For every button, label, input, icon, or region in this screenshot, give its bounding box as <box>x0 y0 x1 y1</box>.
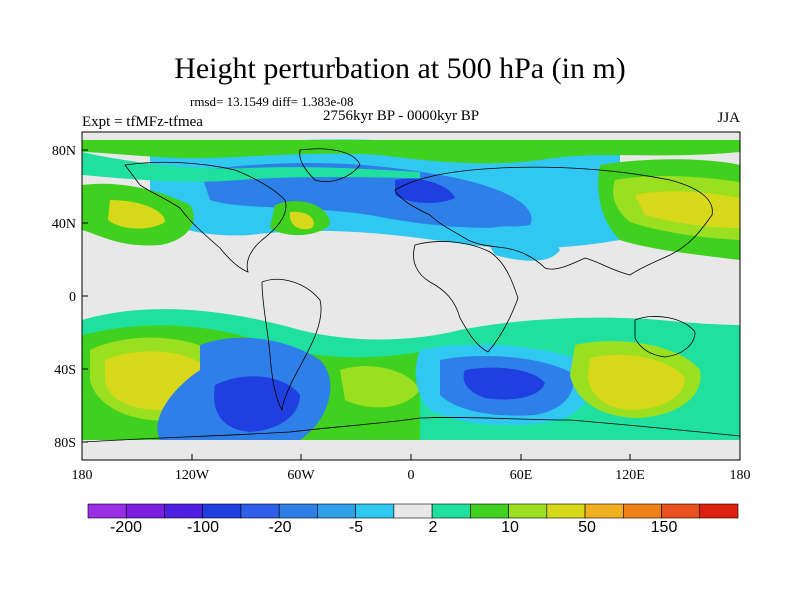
tropical-negative-blob <box>480 226 560 261</box>
colorbar <box>87 503 739 519</box>
season-label: JJA <box>717 110 740 126</box>
north-negative-core <box>200 163 532 228</box>
lon-tick-label: 180 <box>730 468 751 483</box>
colorbar-box <box>431 503 471 519</box>
latitude-axis: 80N 40N 0 40S 80S <box>52 144 88 451</box>
colorbar-label: -200 <box>110 519 142 536</box>
south-indian-positive-core <box>588 354 685 410</box>
eurasia-coast <box>394 166 713 276</box>
australia-coast <box>634 316 696 358</box>
greenland-coast <box>299 148 361 182</box>
colorbar-box <box>661 503 701 519</box>
antarctica-coast <box>82 417 740 443</box>
south-america-coast <box>261 278 322 412</box>
coastlines <box>82 148 740 443</box>
lat-tick-label: 40N <box>52 217 76 232</box>
lon-tick-label: 120E <box>615 468 645 483</box>
colorbar-box <box>622 503 662 519</box>
lat-tick-label: 40S <box>54 363 76 378</box>
colorbar-label: 50 <box>578 519 596 536</box>
colorbar-labels: -200 -100 -20 -5 2 10 50 150 <box>110 519 677 536</box>
colorbar-box <box>240 503 280 519</box>
lon-tick-label: 60W <box>287 468 315 483</box>
colorbar-box <box>699 503 739 519</box>
rmsd-diff-stats: rmsd= 13.1549 diff= 1.383e-08 <box>190 94 354 109</box>
europe-negative-core <box>395 178 455 203</box>
lat-tick-label: 0 <box>69 290 76 305</box>
arctic-positive-inner <box>82 152 420 182</box>
south-atlantic-positive <box>340 366 420 408</box>
north-atlantic-positive-core <box>289 211 314 230</box>
indian-ocean-negative-core <box>463 367 545 400</box>
time-period-label: 2756kyr BP - 0000kyr BP <box>323 108 480 124</box>
colorbar-box <box>125 503 165 519</box>
arctic-positive-band <box>82 140 740 164</box>
colorbar-label: -20 <box>268 519 291 536</box>
colorbar-box <box>355 503 395 519</box>
contour-field <box>82 132 740 460</box>
colorbar-box <box>470 503 509 519</box>
africa-coast <box>413 241 519 353</box>
colorbar-box <box>508 503 548 519</box>
lon-tick-label: 120W <box>175 468 210 483</box>
colorbar-label: 150 <box>651 519 678 536</box>
colorbar-box <box>546 503 586 519</box>
lon-tick-label: 60E <box>510 468 533 483</box>
south-pacific-negative-core <box>214 376 300 432</box>
colorbar-box <box>317 503 356 519</box>
north-pacific-positive-core <box>108 200 165 229</box>
colorbar-label: -5 <box>349 519 363 536</box>
lon-tick-label: 180 <box>72 468 93 483</box>
antarctic-zone <box>82 440 740 460</box>
map-title: Height perturbation at 500 hPa (in m) <box>174 52 626 85</box>
colorbar-box <box>202 503 242 519</box>
colorbar-box <box>278 503 318 519</box>
lon-tick-label: 0 <box>408 468 415 483</box>
colorbar-label: 10 <box>501 519 519 536</box>
east-asia-positive-core <box>635 191 740 228</box>
colorbar-box <box>584 503 624 519</box>
colorbar-label: -100 <box>187 519 219 536</box>
colorbar-box <box>87 503 127 519</box>
lat-tick-label: 80S <box>54 436 76 451</box>
experiment-label: Expt = tfMFz-tfmea <box>82 114 203 130</box>
colorbar-box <box>393 503 433 519</box>
colorbar-box <box>164 503 204 519</box>
colorbar-label: 2 <box>429 519 438 536</box>
longitude-axis: 180 120W 60W 0 60E 120E 180 <box>72 454 751 483</box>
lat-tick-label: 80N <box>52 144 76 159</box>
north-america-coast <box>124 161 287 273</box>
